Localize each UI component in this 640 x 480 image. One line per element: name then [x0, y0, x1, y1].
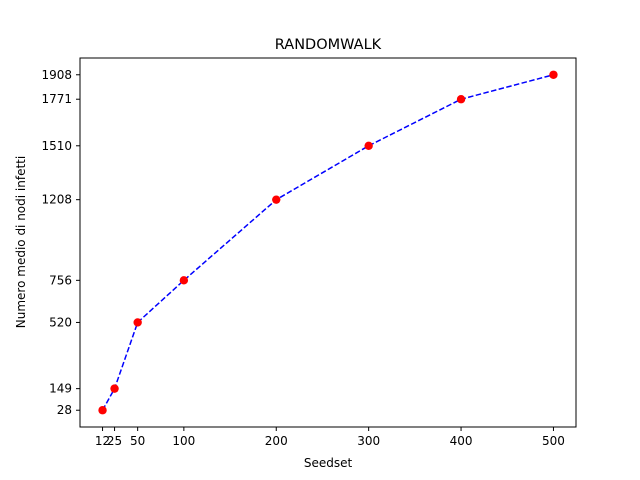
series-markers [98, 70, 558, 415]
y-tick-label: 149 [49, 382, 72, 396]
data-point [364, 141, 373, 150]
x-tick-label: 500 [542, 434, 565, 448]
x-tick-label: 100 [172, 434, 195, 448]
data-point [110, 384, 119, 393]
data-point [98, 406, 107, 415]
chart-title: RANDOMWALK [275, 37, 382, 53]
x-tick-label: 300 [357, 434, 380, 448]
y-tick-label: 756 [49, 273, 72, 287]
y-tick-label: 1771 [41, 92, 72, 106]
y-axis-label: Numero medio di nodi infetti [14, 156, 28, 328]
data-point [272, 195, 281, 204]
x-tick-label: 400 [450, 434, 473, 448]
x-tick-label: 12 [95, 434, 110, 448]
data-point [133, 318, 142, 327]
y-tick-label: 520 [49, 315, 72, 329]
y-tick-label: 1510 [41, 139, 72, 153]
x-tick-label: 25 [107, 434, 122, 448]
plot-frame [79, 57, 577, 428]
data-point [549, 70, 558, 79]
y-tick-label: 1908 [41, 68, 72, 82]
y-axis: 28 149 520 756 1208 1510 1771 1908 [41, 68, 80, 417]
x-tick-label: 200 [265, 434, 288, 448]
series-line [101, 74, 554, 411]
y-tick-label: 1208 [41, 193, 72, 207]
x-axis-label: Seedset [304, 456, 353, 470]
x-tick-label: 50 [130, 434, 145, 448]
data-point [456, 95, 466, 104]
data-point [179, 276, 189, 285]
y-tick-label: 28 [57, 403, 72, 417]
